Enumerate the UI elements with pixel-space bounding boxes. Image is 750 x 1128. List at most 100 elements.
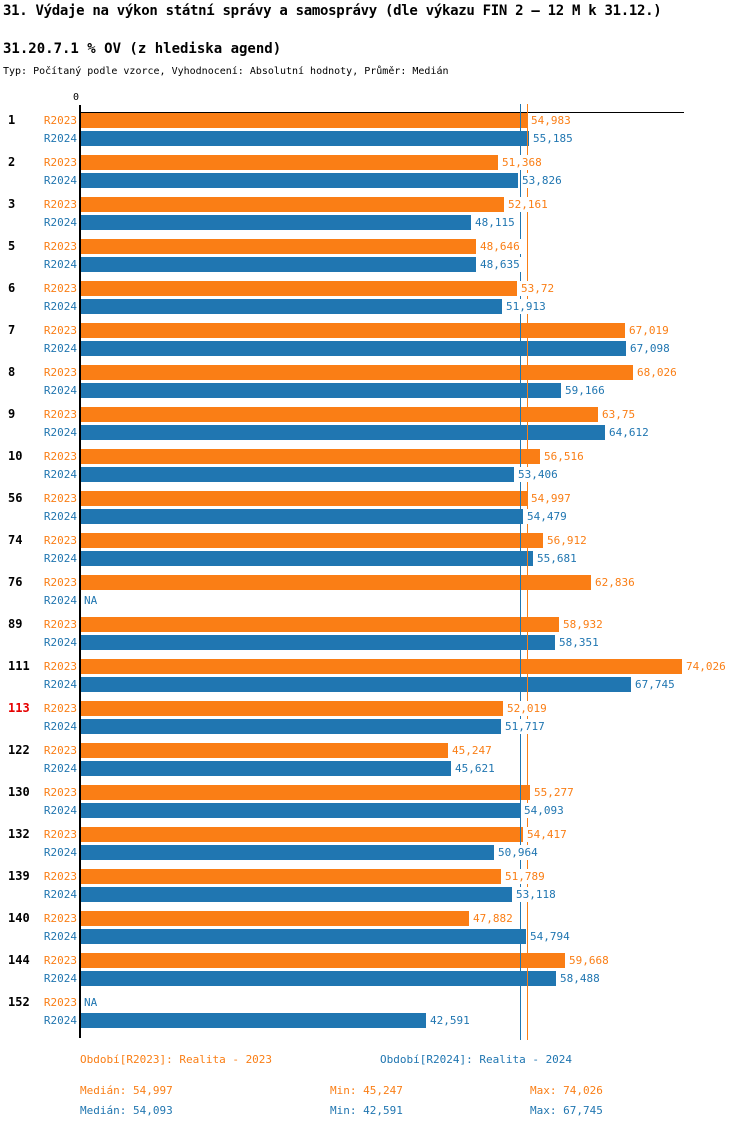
stat-median-r2023: Medián: 54,997 [80, 1084, 173, 1097]
series-label-r2023: R2023 [43, 996, 77, 1009]
value-label: 67,745 [634, 677, 676, 692]
bar-r2023-cat-56 [80, 491, 527, 506]
value-label: 54,983 [530, 113, 572, 128]
category-row-6: 6 R2023 53,72 R2024 51,913 [0, 281, 750, 323]
category-row-140: 140 R2023 47,882 R2024 54,794 [0, 911, 750, 953]
value-label: 62,836 [594, 575, 636, 590]
bar-r2023-cat-6 [80, 281, 517, 296]
series-label-r2024: R2024 [43, 636, 77, 649]
category-row-56: 56 R2023 54,997 R2024 54,479 [0, 491, 750, 533]
value-label: 54,794 [529, 929, 571, 944]
value-label: 54,417 [526, 827, 568, 842]
series-label-r2024: R2024 [43, 258, 77, 271]
bar-r2023-cat-139 [80, 869, 501, 884]
bar-r2024-cat-139 [80, 887, 512, 902]
bar-r2024-cat-122 [80, 761, 451, 776]
series-label-r2024: R2024 [43, 132, 77, 145]
value-label: 53,826 [521, 173, 563, 188]
series-label-r2023: R2023 [43, 324, 77, 337]
value-label: 59,668 [568, 953, 610, 968]
category-row-74: 74 R2023 56,912 R2024 55,681 [0, 533, 750, 575]
category-row-144: 144 R2023 59,668 R2024 58,488 [0, 953, 750, 995]
value-label: 58,932 [562, 617, 604, 632]
bar-r2024-cat-2 [80, 173, 518, 188]
series-label-r2024: R2024 [43, 426, 77, 439]
bar-r2024-cat-132 [80, 845, 494, 860]
category-label: 139 [8, 869, 30, 883]
series-label-r2023: R2023 [43, 744, 77, 757]
series-label-r2023: R2023 [43, 828, 77, 841]
bar-r2023-cat-122 [80, 743, 448, 758]
category-row-2: 2 R2023 51,368 R2024 53,826 [0, 155, 750, 197]
y-axis-line [79, 105, 81, 1038]
bar-r2024-cat-111 [80, 677, 631, 692]
series-label-r2023: R2023 [43, 534, 77, 547]
category-label: 132 [8, 827, 30, 841]
bar-r2024-cat-89 [80, 635, 555, 650]
category-row-152: 152 R2023 NA R2024 42,591 [0, 995, 750, 1037]
chart-meta-line: Typ: Počítaný podle vzorce, Vyhodnocení:… [3, 66, 449, 77]
value-label: 64,612 [608, 425, 650, 440]
category-row-89: 89 R2023 58,932 R2024 58,351 [0, 617, 750, 659]
bar-r2024-cat-10 [80, 467, 514, 482]
value-label: 53,72 [520, 281, 556, 296]
category-label: 144 [8, 953, 30, 967]
series-label-r2023: R2023 [43, 618, 77, 631]
category-label: 2 [8, 155, 16, 169]
category-label: 7 [8, 323, 16, 337]
category-row-113: 113 R2023 52,019 R2024 51,717 [0, 701, 750, 743]
series-label-r2024: R2024 [43, 342, 77, 355]
bar-r2024-cat-8 [80, 383, 561, 398]
series-label-r2023: R2023 [43, 450, 77, 463]
value-label: 58,351 [558, 635, 600, 650]
bar-r2024-cat-140 [80, 929, 526, 944]
series-label-r2023: R2023 [43, 114, 77, 127]
category-label: 5 [8, 239, 16, 253]
value-label: 54,479 [526, 509, 568, 524]
series-label-r2023: R2023 [43, 870, 77, 883]
bar-r2024-cat-6 [80, 299, 502, 314]
value-label: 51,368 [501, 155, 543, 170]
bar-r2023-cat-9 [80, 407, 598, 422]
series-label-r2024: R2024 [43, 174, 77, 187]
series-label-r2023: R2023 [43, 702, 77, 715]
series-label-r2024: R2024 [43, 720, 77, 733]
series-label-r2024: R2024 [43, 1014, 77, 1027]
bar-r2024-cat-152 [80, 1013, 426, 1028]
value-label: 52,019 [506, 701, 548, 716]
stat-min-r2023: Min: 45,247 [330, 1084, 403, 1097]
bar-r2024-cat-113 [80, 719, 501, 734]
legend-r2024: Období[R2024]: Realita - 2024 [380, 1053, 573, 1066]
value-label: 58,488 [559, 971, 601, 986]
category-label: 113 [8, 701, 30, 715]
section-title: 31.20.7.1 % OV (z hlediska agend) [3, 41, 282, 57]
bar-r2023-cat-130 [80, 785, 530, 800]
bar-r2024-cat-144 [80, 971, 556, 986]
series-label-r2023: R2023 [43, 408, 77, 421]
series-label-r2024: R2024 [43, 762, 77, 775]
bar-r2023-cat-144 [80, 953, 565, 968]
stat-median-r2024: Medián: 54,093 [80, 1104, 173, 1117]
category-label: 122 [8, 743, 30, 757]
bar-r2023-cat-113 [80, 701, 503, 716]
category-row-9: 9 R2023 63,75 R2024 64,612 [0, 407, 750, 449]
value-label: 63,75 [601, 407, 637, 422]
value-label: 55,681 [536, 551, 578, 566]
category-label: 130 [8, 785, 30, 799]
value-label: 55,185 [532, 131, 574, 146]
category-label: 6 [8, 281, 16, 295]
value-label: 68,026 [636, 365, 678, 380]
bar-r2024-cat-74 [80, 551, 533, 566]
value-label: 48,635 [479, 257, 521, 272]
stat-max-r2024: Max: 67,745 [530, 1104, 603, 1117]
series-label-r2024: R2024 [43, 888, 77, 901]
bar-r2024-cat-7 [80, 341, 626, 356]
report-title: 31. Výdaje na výkon státní správy a samo… [3, 3, 662, 19]
series-label-r2024: R2024 [43, 384, 77, 397]
value-label: 54,997 [530, 491, 572, 506]
bar-r2023-cat-1 [80, 113, 527, 128]
category-row-139: 139 R2023 51,789 R2024 53,118 [0, 869, 750, 911]
category-label: 3 [8, 197, 16, 211]
series-label-r2024: R2024 [43, 552, 77, 565]
bar-r2023-cat-89 [80, 617, 559, 632]
